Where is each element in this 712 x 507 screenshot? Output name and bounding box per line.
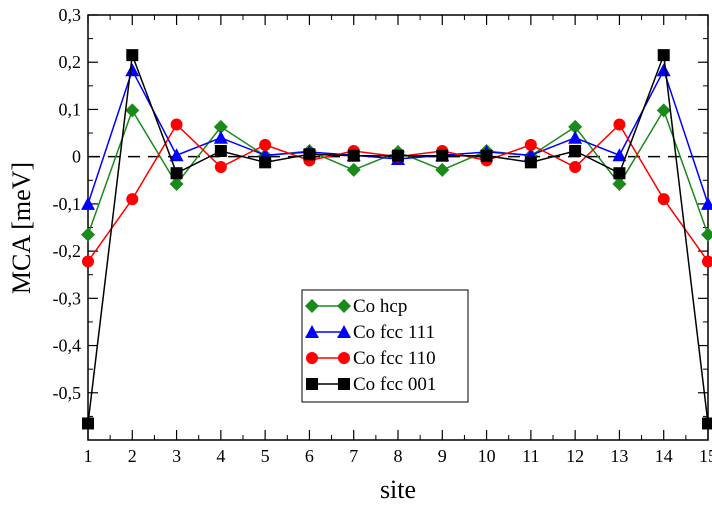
data-point-co-fcc-110 [657, 193, 670, 206]
x-tick-label: 1 [84, 446, 93, 466]
x-tick-label: 8 [394, 446, 403, 466]
data-point-co-fcc-110 [214, 161, 227, 174]
data-point-co-fcc-110 [126, 193, 139, 206]
data-point-co-fcc-001 [392, 149, 404, 162]
legend-marker-co-fcc-111 [337, 325, 351, 338]
legend-marker-co-hcp [337, 299, 351, 313]
data-point-co-fcc-001 [126, 49, 139, 62]
legend-marker-co-fcc-110 [338, 352, 350, 364]
data-point-co-hcp [346, 162, 361, 177]
series-layer [81, 49, 712, 430]
axis-tick-labels: 1234567891011121314150,30,20,10-0,1-0,2-… [53, 5, 712, 466]
x-axis-title: site [380, 475, 416, 504]
data-point-co-fcc-111 [81, 196, 95, 210]
legend-marker-co-hcp [305, 299, 319, 313]
data-point-co-fcc-001 [259, 156, 272, 169]
y-tick-label: 0,3 [59, 5, 82, 25]
legend: Co hcp Co fcc 111 Co fcc 110 Co fcc 001 [301, 289, 469, 403]
data-point-co-fcc-001 [82, 417, 94, 430]
data-point-co-fcc-001 [480, 149, 493, 162]
legend-marker-co-fcc-001 [338, 378, 350, 390]
legend-label-co-fcc-111: Co fcc 111 [353, 322, 435, 343]
x-tick-label: 5 [261, 446, 270, 466]
data-point-co-fcc-111 [656, 63, 671, 77]
y-tick-label: 0,1 [59, 99, 82, 119]
data-point-co-fcc-001 [524, 156, 537, 169]
data-point-co-fcc-001 [657, 49, 670, 62]
data-point-co-fcc-111 [612, 148, 627, 162]
data-point-co-fcc-111 [701, 196, 712, 210]
data-point-co-fcc-001 [569, 145, 582, 157]
legend-marker-co-fcc-111 [305, 325, 319, 338]
x-tick-label: 10 [478, 446, 496, 466]
data-point-co-fcc-001 [613, 167, 626, 180]
y-tick-label: -0,3 [53, 288, 82, 308]
data-point-co-fcc-001 [214, 145, 227, 157]
data-point-co-fcc-110 [259, 138, 272, 151]
data-point-co-fcc-111 [568, 130, 583, 144]
data-point-co-fcc-110 [82, 255, 94, 268]
data-point-co-fcc-110 [524, 138, 537, 151]
data-point-co-fcc-111 [125, 63, 140, 77]
data-point-co-fcc-001 [436, 149, 449, 162]
data-point-co-fcc-110 [170, 118, 183, 131]
y-tick-label: -0,1 [53, 194, 82, 214]
y-tick-label: -0,5 [53, 383, 82, 403]
data-point-co-fcc-001 [702, 417, 712, 430]
data-point-co-fcc-111 [213, 130, 228, 144]
y-tick-label: 0,2 [59, 52, 82, 72]
data-point-co-hcp [568, 119, 583, 134]
data-point-co-fcc-001 [170, 167, 183, 180]
x-tick-label: 12 [566, 446, 584, 466]
data-point-co-hcp [656, 103, 671, 118]
x-tick-label: 9 [438, 446, 447, 466]
legend-marker-co-fcc-001 [306, 378, 318, 390]
x-tick-label: 6 [305, 446, 314, 466]
data-point-co-hcp [81, 227, 95, 242]
y-tick-label: -0,4 [53, 336, 82, 356]
y-axis-title: MCA [meV] [7, 162, 36, 294]
x-tick-label: 2 [128, 446, 137, 466]
legend-label-co-fcc-001: Co fcc 001 [353, 374, 436, 395]
data-point-co-hcp [125, 103, 140, 118]
x-tick-label: 13 [610, 446, 628, 466]
data-point-co-hcp [612, 177, 627, 192]
data-point-co-hcp [435, 162, 450, 177]
axis-ticks [87, 14, 709, 440]
x-tick-label: 4 [216, 446, 225, 466]
data-point-co-fcc-001 [347, 149, 360, 162]
series-co-fcc-001 [82, 49, 712, 430]
x-tick-label: 7 [349, 446, 358, 466]
series-co-fcc-110 [82, 118, 712, 268]
y-tick-label: 0 [72, 147, 81, 167]
data-point-co-fcc-001 [303, 148, 316, 161]
legend-label-co-fcc-110: Co fcc 110 [353, 348, 436, 369]
x-tick-label: 15 [699, 446, 712, 466]
data-point-co-hcp [213, 119, 228, 134]
data-point-co-fcc-110 [702, 255, 712, 268]
x-tick-label: 14 [655, 446, 673, 466]
data-point-co-fcc-110 [569, 161, 582, 174]
x-tick-label: 3 [172, 446, 181, 466]
legend-marker-co-fcc-110 [306, 352, 318, 364]
legend-label-co-hcp: Co hcp [353, 296, 407, 317]
x-tick-label: 11 [522, 446, 539, 466]
data-point-co-hcp [701, 227, 712, 242]
data-point-co-fcc-110 [613, 118, 626, 131]
y-tick-label: -0,2 [53, 241, 82, 261]
data-point-co-fcc-111 [169, 148, 184, 162]
data-point-co-hcp [169, 177, 184, 192]
